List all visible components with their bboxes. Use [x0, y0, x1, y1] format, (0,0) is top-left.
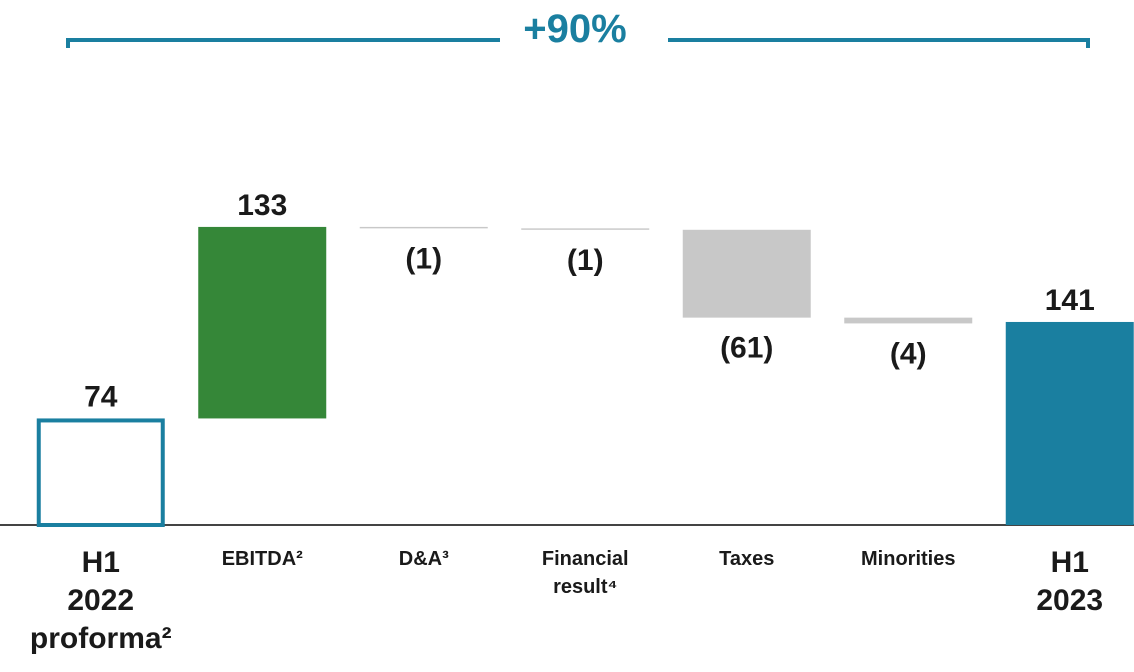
data-label: 141 — [1045, 284, 1095, 317]
label-line: proforma² — [30, 622, 172, 655]
bar — [36, 418, 165, 527]
label-line: Financial — [542, 548, 629, 570]
data-label: (1) — [567, 244, 604, 277]
bar — [521, 228, 650, 230]
x-tick-label: Minorities — [861, 548, 955, 570]
label-line: H1 — [1051, 546, 1089, 579]
data-label: 133 — [237, 189, 287, 222]
bracket — [66, 38, 1090, 48]
bar — [844, 317, 973, 324]
bar — [682, 229, 811, 318]
bar — [1005, 321, 1134, 525]
label-line: EBITDA² — [222, 548, 303, 570]
label-line: H1 — [82, 546, 120, 579]
bar — [198, 226, 327, 419]
label-line: D&A³ — [399, 548, 449, 570]
x-tick-label: EBITDA² — [222, 548, 303, 570]
data-label: (1) — [405, 242, 442, 275]
label-line: Taxes — [719, 548, 774, 570]
growth-annotation: +90% — [523, 7, 626, 51]
x-tick-label: H1 2023 — [1036, 546, 1103, 617]
x-tick-label: Financial result⁴ — [542, 548, 629, 598]
x-tick-label: H1 2022 proforma² — [30, 546, 172, 655]
data-label: (61) — [720, 332, 773, 365]
label-line: 2022 — [67, 584, 134, 617]
x-tick-label: Taxes — [719, 548, 774, 570]
label-line: Minorities — [861, 548, 955, 570]
data-label: (4) — [890, 337, 927, 370]
bar — [359, 226, 488, 229]
label-line: 2023 — [1036, 584, 1103, 617]
label-line: result⁴ — [553, 576, 617, 598]
x-tick-label: D&A³ — [399, 548, 449, 570]
data-label: 74 — [84, 380, 118, 413]
